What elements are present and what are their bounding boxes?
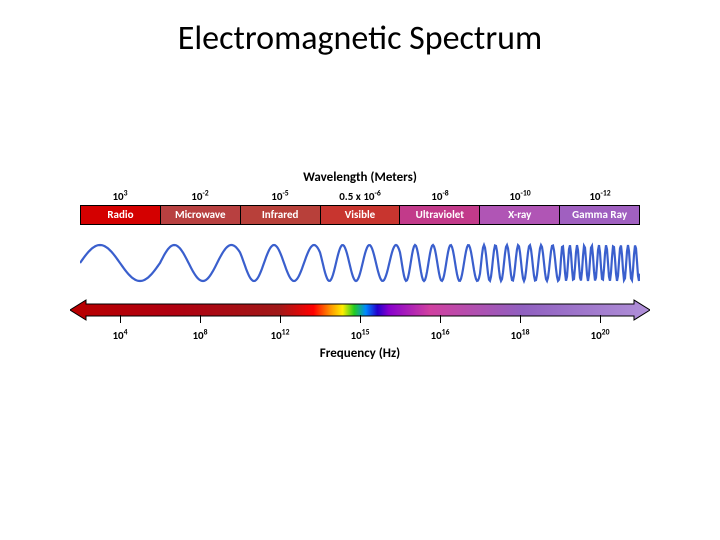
wavelength-value: 10-10: [480, 189, 560, 203]
frequency-tick: 104: [80, 325, 160, 344]
band-radio: Radio: [81, 206, 161, 224]
frequency-axis-label: Frequency (Hz): [80, 346, 640, 361]
frequency-ticks-row: 10410810121015101610181020: [80, 325, 640, 344]
em-spectrum-diagram: Wavelength (Meters) 10310-210-50.5 x 10-…: [80, 170, 640, 361]
wavelength-value: 10-5: [240, 189, 320, 203]
wave-plot: [80, 235, 640, 291]
wavelength-values-row: 10310-210-50.5 x 10-610-810-1010-12: [80, 189, 640, 203]
band-row: RadioMicrowaveInfraredVisibleUltraviolet…: [80, 205, 640, 225]
page-title: Electromagnetic Spectrum: [0, 18, 720, 59]
frequency-tick: 1018: [480, 325, 560, 344]
wavelength-value: 10-8: [400, 189, 480, 203]
frequency-tick: 1012: [240, 325, 320, 344]
band-ultraviolet: Ultraviolet: [400, 206, 480, 224]
frequency-tick: 1015: [320, 325, 400, 344]
frequency-tick: 108: [160, 325, 240, 344]
wavelength-value: 0.5 x 10-6: [320, 189, 400, 203]
band-x-ray: X-ray: [480, 206, 560, 224]
wavelength-value: 10-2: [160, 189, 240, 203]
band-gamma-ray: Gamma Ray: [560, 206, 639, 224]
band-visible: Visible: [321, 206, 401, 224]
wavelength-value: 10-12: [560, 189, 640, 203]
wavelength-value: 103: [80, 189, 160, 203]
frequency-tick: 1020: [560, 325, 640, 344]
frequency-tick: 1016: [400, 325, 480, 344]
band-microwave: Microwave: [161, 206, 241, 224]
wavelength-axis-label: Wavelength (Meters): [80, 170, 640, 185]
band-infrared: Infrared: [241, 206, 321, 224]
